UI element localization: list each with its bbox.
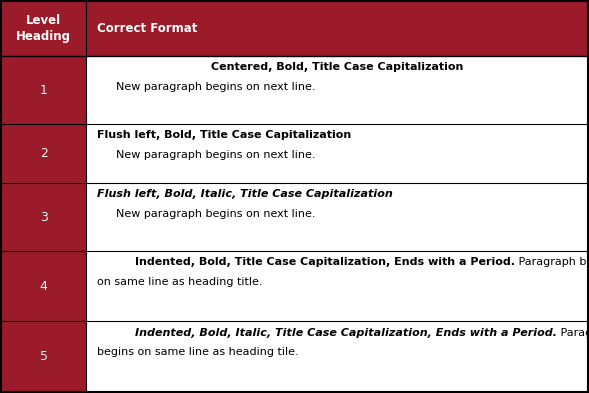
Bar: [1, 124, 86, 183]
Text: 5: 5: [39, 350, 48, 363]
Bar: [86, 124, 588, 183]
Text: 4: 4: [40, 280, 48, 293]
Text: 3: 3: [40, 211, 48, 224]
Text: Level
Heading: Level Heading: [16, 14, 71, 43]
Bar: [1, 251, 86, 321]
Text: Correct Format: Correct Format: [97, 22, 197, 35]
Text: Indented, Bold, Italic, Title Case Capitalization, Ends with a Period.: Indented, Bold, Italic, Title Case Capit…: [135, 328, 557, 338]
Text: 2: 2: [40, 147, 48, 160]
Text: 1: 1: [40, 84, 48, 97]
Bar: [1, 124, 86, 183]
Text: 1: 1: [40, 84, 48, 97]
Text: Paragraph begins: Paragraph begins: [515, 257, 589, 267]
Bar: [1, 56, 86, 124]
Text: Centered, Bold, Title Case Capitalization: Centered, Bold, Title Case Capitalizatio…: [211, 62, 463, 72]
Text: New paragraph begins on next line.: New paragraph begins on next line.: [116, 209, 315, 219]
Text: New paragraph begins on next line.: New paragraph begins on next line.: [116, 82, 315, 92]
Text: Paragraph: Paragraph: [557, 328, 589, 338]
Bar: [86, 321, 588, 392]
Text: Flush left, Bold, Italic, Title Case Capitalization: Flush left, Bold, Italic, Title Case Cap…: [97, 189, 392, 199]
Bar: [1, 183, 86, 251]
Bar: [86, 183, 588, 251]
Text: Flush left, Bold, Title Case Capitalization: Flush left, Bold, Title Case Capitalizat…: [97, 130, 351, 140]
Bar: [86, 56, 588, 124]
Bar: [1, 183, 86, 251]
Text: 5: 5: [39, 350, 48, 363]
Bar: [1, 321, 86, 392]
Bar: [1, 1, 588, 56]
Text: begins on same line as heading tile.: begins on same line as heading tile.: [97, 347, 299, 357]
Bar: [1, 321, 86, 392]
Text: on same line as heading title.: on same line as heading title.: [97, 277, 262, 287]
Bar: [86, 251, 588, 321]
Text: 2: 2: [40, 147, 48, 160]
Text: New paragraph begins on next line.: New paragraph begins on next line.: [116, 150, 315, 160]
Bar: [1, 56, 86, 124]
Bar: [1, 251, 86, 321]
Text: Indented, Bold, Title Case Capitalization, Ends with a Period.: Indented, Bold, Title Case Capitalizatio…: [135, 257, 515, 267]
Text: 3: 3: [40, 211, 48, 224]
Text: 4: 4: [40, 280, 48, 293]
